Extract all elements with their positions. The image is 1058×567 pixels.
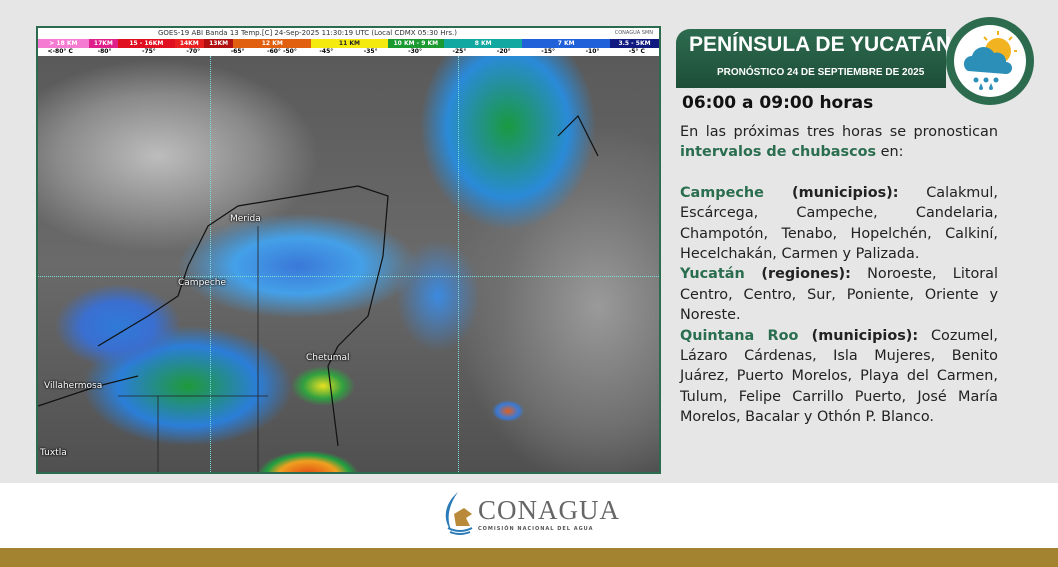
altitude-legend: > 18 KM 17KM 15 - 16KM 14KM 13KM 12 KM 11 KM 10… [38,39,659,48]
legend-temp: -35° [363,48,378,55]
satellite-map: Merida Campeche Chetumal Villahermosa Tu… [38,56,659,472]
legend-band: 8 KM [444,39,523,48]
agency-logos: CONAGUA SMN [614,30,653,36]
legend-band: 17KM [88,39,119,48]
legend-temp: -15° [541,48,556,55]
title-banner: PENÍNSULA DE YUCATÁN PRONÓSTICO 24 DE SE… [676,29,951,88]
state-entry: Yucatán (regiones): Noroeste, Litoral Ce… [680,264,998,325]
state-list: Calakmul, Escárcega, Campeche, Candelari… [680,184,998,263]
legend-band: 11 KM [311,39,388,48]
legend-temp: -60° -50° [267,48,297,55]
legend-band: > 18 KM [38,39,89,48]
state-name: Yucatán [680,266,745,283]
footer-bar [0,548,1058,567]
conagua-logo: CONAGUA COMISIÓN NACIONAL DEL AGUA [440,490,620,536]
state-kind: (regiones): [744,266,851,283]
legend-temp: -25° [452,48,467,55]
legend-temp: -75° [141,48,156,55]
conagua-emblem-icon [445,492,473,535]
state-list: Cozumel, Lázaro Cárdenas, Isla Mujeres, … [680,327,998,426]
time-range: 06:00 a 09:00 horas [682,93,874,113]
satellite-header: GOES-19 ABI Banda 13 Temp.[C] 24-Sep-202… [38,28,659,39]
legend-band: 10 KM - 9 KM [387,39,445,48]
grid-line [458,56,459,472]
forecast-text: En las próximas tres horas se pronostica… [680,122,998,428]
grid-line [210,56,211,472]
state-entry: Campeche (municipios): Calakmul, Escárce… [680,183,998,265]
legend-band: 13KM [203,39,234,48]
footer: CONAGUA COMISIÓN NACIONAL DEL AGUA [0,483,1058,548]
temperature-legend: <-80° C -80° -75° -70° -65° -60° -50° -45° -35°… [38,48,659,56]
legend-temp: -65° [230,48,245,55]
legend-temp: -10° [585,48,600,55]
legend-temp: -20° [496,48,511,55]
legend-band: 14KM [174,39,204,48]
phenomenon: intervalos de chubascos [680,144,877,161]
city-label: Merida [230,214,261,224]
state-kind: (municipios): [798,327,919,344]
legend-band: 7 KM [522,39,611,48]
legend-temp: -45° [319,48,334,55]
satellite-image: GOES-19 ABI Banda 13 Temp.[C] 24-Sep-202… [36,26,661,474]
state-name: Quintana Roo [680,327,799,344]
region-title: PENÍNSULA DE YUCATÁN [689,33,952,56]
legend-temp: -30° [408,48,422,55]
state-list-container: Campeche (municipios): Calakmul, Escárce… [680,183,998,428]
city-label: Chetumal [306,353,350,363]
legend-temp: <-80° C [47,48,73,55]
satellite-caption: GOES-19 ABI Banda 13 Temp.[C] 24-Sep-202… [158,29,457,37]
sun-cloud-rain-icon [963,31,1017,90]
weather-badge [946,17,1034,105]
legend-band: 12 KM [233,39,312,48]
legend-temp: -70° [186,48,201,55]
logo-name: CONAGUA [478,494,620,525]
city-label: Tuxtla [40,448,67,458]
state-name: Campeche [680,184,764,201]
city-label: Villahermosa [44,381,103,391]
state-entry: Quintana Roo (municipios): Cozumel, Láza… [680,326,998,428]
forecast-date: PRONÓSTICO 24 DE SEPTIEMBRE DE 2025 [717,67,925,78]
legend-band: 15 - 16KM [118,39,175,48]
city-label: Campeche [178,278,227,288]
legend-temp: -5° C [628,48,645,55]
intro-text-end: en: [876,144,904,161]
grid-line [38,276,659,277]
logo-subtitle: COMISIÓN NACIONAL DEL AGUA [478,525,594,532]
coastline [38,114,599,472]
intro-text: En las próximas tres horas se pronostica… [680,124,998,140]
legend-temp: -80° [97,48,112,55]
state-kind: (municipios): [763,184,899,201]
legend-band: 3.5 - 5KM [610,39,659,48]
state-list: Noroeste, Litoral Centro, Centro, Sur, P… [680,266,999,324]
